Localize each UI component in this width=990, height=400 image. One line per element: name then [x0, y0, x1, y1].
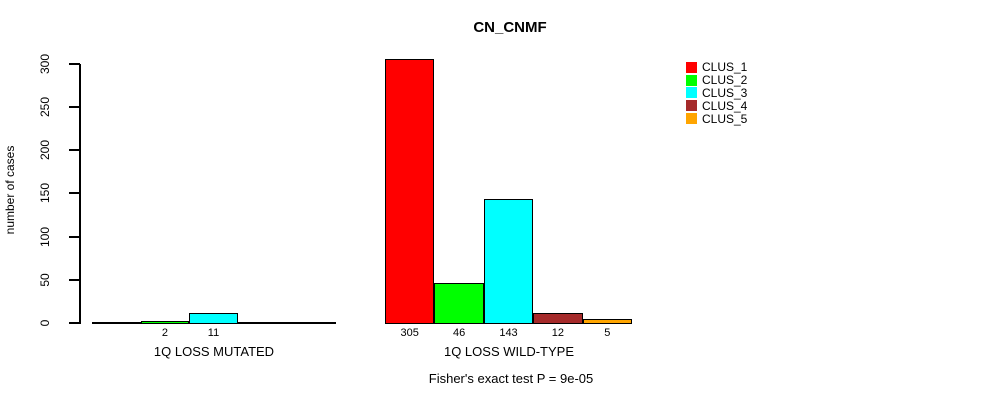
legend-entry-clus_4: CLUS_4	[686, 99, 747, 112]
bar-clus_1-group2	[385, 59, 435, 324]
bar-clus_3-group2	[483, 199, 534, 324]
legend-swatch-clus_5	[686, 113, 697, 125]
y-axis-tick	[69, 192, 80, 195]
zero-height-bar-clus_1-group1	[92, 322, 142, 324]
legend-swatch-clus_2	[686, 74, 697, 86]
y-axis-tick	[69, 105, 80, 108]
legend-entry-clus_5: CLUS_5	[686, 112, 747, 125]
legend-label: CLUS_2	[702, 73, 748, 88]
bar-clus_5-group2	[582, 319, 632, 324]
y-axis-tick	[69, 278, 80, 281]
y-axis-tick-label: 0	[38, 319, 52, 327]
bar-value-label: 305	[400, 327, 419, 339]
legend-swatch-clus_3	[686, 87, 697, 99]
x-group-label-wildtype: 1Q LOSS WILD-TYPE	[443, 344, 575, 359]
y-axis-tick-label: 100	[38, 226, 52, 247]
bar-clus_4-group2	[533, 313, 583, 324]
zero-height-bar-clus_5-group1	[286, 322, 336, 324]
y-axis-tick	[69, 149, 80, 151]
y-axis-tick-label: 150	[38, 183, 52, 204]
legend-entry-clus_2: CLUS_2	[686, 74, 747, 87]
legend-swatch-clus_1	[686, 61, 697, 73]
x-group-label-mutated: 1Q LOSS MUTATED	[153, 344, 275, 359]
y-axis-line	[79, 63, 81, 324]
y-axis-tick	[69, 62, 80, 65]
bar-clus_2-group1	[140, 321, 190, 324]
y-axis-tick-label: 50	[38, 273, 52, 287]
bar-value-label: 2	[161, 327, 168, 339]
bar-value-label: 11	[207, 327, 220, 339]
legend-label: CLUS_3	[702, 85, 748, 100]
y-axis-tick-label: 250	[38, 96, 52, 117]
legend: CLUS_1 CLUS_2 CLUS_3 CLUS_4 CLUS_5	[686, 61, 747, 125]
y-axis-tick-label: 300	[38, 53, 52, 74]
y-axis-tick-label: 200	[38, 139, 52, 161]
y-axis-tick	[69, 322, 80, 324]
bar-clus_2-group2	[434, 283, 484, 324]
bar-clus_3-group1	[189, 313, 238, 324]
legend-entry-clus_3: CLUS_3	[686, 87, 747, 100]
bar-value-label: 46	[452, 327, 466, 339]
y-axis-title: number of cases	[3, 145, 17, 235]
legend-swatch-clus_4	[686, 100, 697, 112]
chart-title: CN_CNMF	[473, 19, 547, 36]
legend-label: CLUS_5	[702, 111, 748, 126]
legend-label: CLUS_1	[702, 60, 748, 75]
fisher-test-annotation: Fisher's exact test P = 9e-05	[428, 371, 594, 386]
bar-value-label: 12	[551, 327, 565, 339]
y-axis-tick	[69, 235, 80, 238]
legend-label: CLUS_4	[702, 98, 748, 113]
bar-value-label: 5	[604, 327, 611, 339]
bar-value-label: 143	[499, 327, 518, 339]
legend-entry-clus_1: CLUS_1	[686, 61, 747, 74]
zero-height-bar-clus_4-group1	[237, 322, 288, 324]
